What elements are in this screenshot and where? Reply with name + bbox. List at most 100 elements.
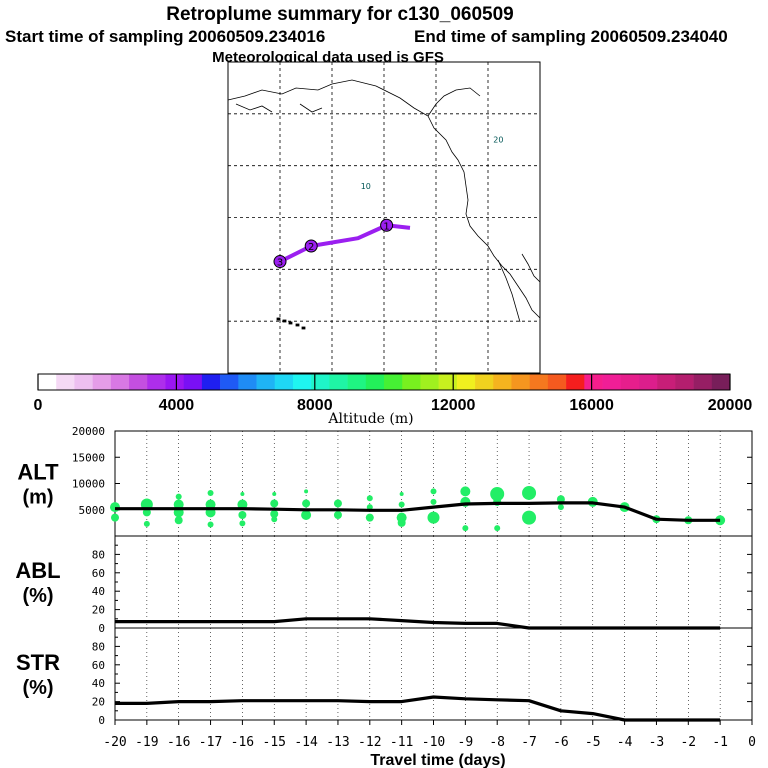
colorbar-swatch xyxy=(566,374,585,390)
alt-series-line xyxy=(115,501,721,522)
x-tick-label: 0 xyxy=(748,735,756,750)
coastline xyxy=(427,87,481,117)
track-marker-dot xyxy=(304,239,318,253)
track-marker: 3 xyxy=(273,255,287,269)
colorbar-swatch xyxy=(56,374,75,390)
coastline xyxy=(521,253,541,283)
str-ytick-label: 20 xyxy=(92,696,105,709)
x-tick-label: -1 xyxy=(712,735,728,750)
x-tick-label: -16 xyxy=(231,735,254,750)
str-series-line xyxy=(115,695,721,722)
plume-track: 1 2 3 xyxy=(273,218,411,269)
x-axis: -20 -19 -16 -17 -16 -15 -14 -13 -12 -11 -10 -9 -8 -7-… xyxy=(103,720,756,768)
alt-ytick-label: 5000 xyxy=(79,504,106,517)
colorbar-swatch xyxy=(238,374,257,390)
alt-scatter-point xyxy=(301,510,312,520)
colorbar-tick-label: 4000 xyxy=(159,397,195,414)
colorbar-swatch xyxy=(311,374,330,390)
str-panel: 0 20 40 60 80 STR(%) xyxy=(16,627,753,727)
start-time-label: Start time of sampling 20060509.234016 xyxy=(5,27,325,46)
alt-scatter-point xyxy=(333,499,342,508)
coastline xyxy=(227,79,541,319)
alt-scatter-point xyxy=(397,518,406,527)
altitude-colorbar: 0 4000 8000 12000 16000 20000 xyxy=(34,373,753,414)
x-tick-label: -3 xyxy=(649,735,665,750)
colorbar-swatch xyxy=(493,374,512,390)
colorbar-tick-label: 20000 xyxy=(708,397,753,414)
alt-ylabel-unit: (m) xyxy=(22,487,53,509)
coastline xyxy=(299,103,323,113)
colorbar-swatch xyxy=(183,374,203,390)
alt-panel: 5000 10000 15000 20000 ALT(m) xyxy=(17,425,753,537)
alt-scatter-point xyxy=(715,515,726,526)
alt-scatter-point xyxy=(174,516,183,525)
alt-ytick-label: 15000 xyxy=(72,451,105,464)
abl-series-line xyxy=(115,617,721,630)
abl-panel: 0 20 40 60 80 ABL(%) xyxy=(15,535,753,635)
x-tick-label: -12 xyxy=(358,735,381,750)
alt-scatter-point xyxy=(272,492,277,496)
figure-title: Retroplume summary for c130_060509 xyxy=(166,4,513,25)
track-marker: 1 xyxy=(380,218,394,232)
colorbar-label: Altitude (m) xyxy=(327,411,413,427)
colorbar-swatch xyxy=(201,374,221,390)
colorbar-swatch xyxy=(74,374,93,390)
colorbar-swatch xyxy=(547,374,567,390)
track-marker-dot xyxy=(380,218,394,232)
x-tick-label: -14 xyxy=(294,735,318,750)
track-marker-label: 3 xyxy=(277,258,283,269)
str-ylabel: STR xyxy=(16,650,60,675)
colorbar-swatch xyxy=(92,374,112,390)
x-tick-label: -8 xyxy=(489,735,505,750)
alt-scatter-point xyxy=(522,510,537,525)
alt-scatter-point xyxy=(207,521,214,528)
x-tick-label: -4 xyxy=(617,735,633,750)
colorbar-swatch xyxy=(220,374,239,390)
colorbar-swatch xyxy=(511,374,530,390)
colorbar-swatch xyxy=(675,374,694,390)
abl-ytick-label: 80 xyxy=(92,548,105,561)
alt-scatter-point xyxy=(238,511,247,519)
colorbar-tick-label: 8000 xyxy=(297,397,333,414)
x-tick-label: -7 xyxy=(521,735,537,750)
colorbar-swatch xyxy=(475,374,494,390)
alt-scatter-point xyxy=(111,513,119,522)
x-tick-label: -19 xyxy=(135,735,158,750)
end-time-label: End time of sampling 20060509.234040 xyxy=(414,27,728,46)
colorbar-swatch xyxy=(147,374,166,390)
alt-scatter-point xyxy=(557,504,564,511)
alt-scatter-point xyxy=(460,486,471,497)
colorbar-swatch xyxy=(711,374,731,390)
colorbar-tick-label: 0 xyxy=(34,397,43,414)
abl-ytick-label: 40 xyxy=(92,585,105,598)
x-axis-label: Travel time (days) xyxy=(370,752,505,768)
map-annotation: 20 xyxy=(493,135,503,144)
alt-scatter-point xyxy=(239,520,246,527)
x-tick-label: -5 xyxy=(585,735,601,750)
track-marker-dot xyxy=(273,255,287,269)
alt-scatter-point xyxy=(270,499,279,508)
x-tick-label: -9 xyxy=(458,735,474,750)
alt-scatter-point xyxy=(143,520,150,527)
alt-scatter-point xyxy=(142,508,151,517)
abl-ytick-label: 60 xyxy=(92,567,105,580)
colorbar-swatch xyxy=(365,374,385,390)
map-gridlines xyxy=(228,62,540,373)
colorbar-swatch xyxy=(274,374,294,390)
alt-scatter-point xyxy=(240,492,245,496)
colorbar-swatch xyxy=(292,374,312,390)
str-ytick-label: 40 xyxy=(92,677,105,690)
island xyxy=(295,323,300,327)
colorbar-swatch xyxy=(420,374,439,390)
alt-ytick-label: 20000 xyxy=(72,425,105,438)
track-marker: 2 xyxy=(304,239,318,253)
alt-scatter-point xyxy=(494,525,501,532)
alt-scatter-point xyxy=(175,493,182,500)
alt-scatter-point xyxy=(366,495,373,502)
alt-scatter-point xyxy=(270,509,279,518)
colorbar-swatch xyxy=(438,374,458,390)
alt-scatter-point xyxy=(522,485,537,500)
alt-scatter-point xyxy=(333,511,342,519)
colorbar-swatch xyxy=(129,374,148,390)
